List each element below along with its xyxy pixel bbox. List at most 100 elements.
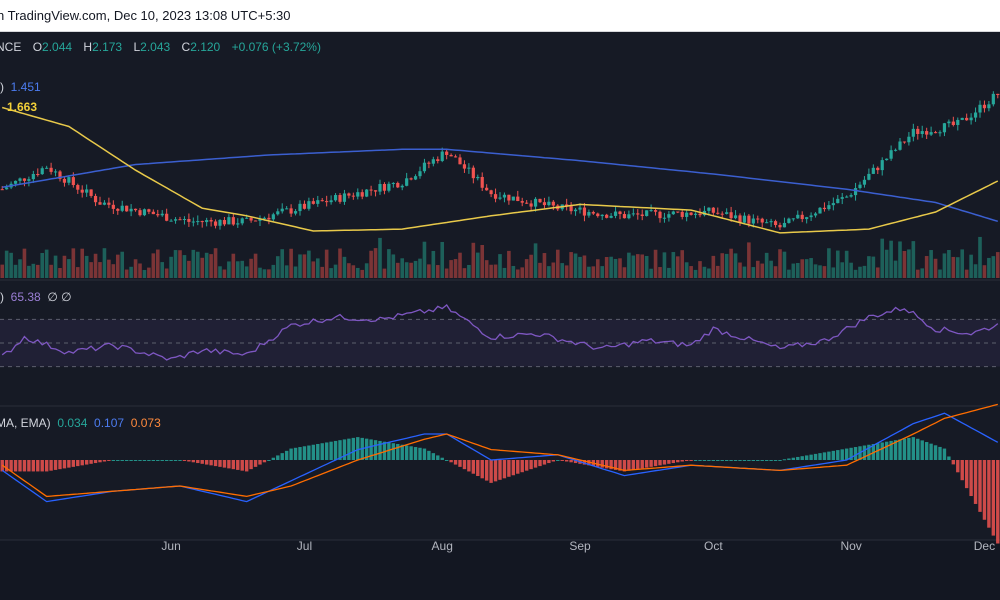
volume-bar [311, 261, 316, 278]
macd-histogram-bar [564, 460, 569, 462]
macd-histogram-bar [462, 460, 467, 470]
macd-histogram-bar [169, 460, 173, 461]
volume-bar [218, 266, 222, 278]
macd-histogram-bar [333, 440, 338, 460]
candle-body [445, 151, 449, 155]
volume-bar [511, 265, 516, 278]
macd-histogram-bar [62, 460, 67, 469]
volume-bar [755, 260, 760, 278]
volume-bar [929, 250, 933, 278]
volume-bar [302, 254, 307, 278]
volume-bar [533, 243, 538, 278]
macd-histogram-bar [840, 449, 844, 460]
candle-body [791, 218, 795, 220]
candle-body [427, 162, 431, 164]
change-value: +0.076 (+3.72%) [231, 40, 321, 54]
volume-bar [951, 256, 956, 278]
candle-body [365, 189, 369, 197]
volume-bar [49, 264, 53, 278]
macd-histogram-bar [982, 460, 987, 520]
volume-bar [253, 253, 258, 278]
candle-body [62, 178, 67, 183]
volume-bar [22, 248, 27, 278]
macd-histogram-bar [93, 460, 98, 464]
macd-histogram-bar [627, 460, 631, 471]
candle-body [467, 167, 471, 169]
volume-bar [555, 249, 560, 278]
macd-histogram-bar [44, 460, 49, 472]
macd-histogram-bar [787, 458, 791, 460]
volume-bar [911, 241, 916, 278]
candle-body [707, 207, 711, 211]
candle-body [489, 190, 493, 195]
low-label: L [133, 40, 141, 54]
macd-histogram-bar [173, 460, 178, 461]
volume-bar [942, 253, 947, 278]
ohlc-legend: NCE O2.044 H2.173 L2.043 C2.120 +0.076 (… [0, 40, 321, 54]
candle-body [360, 192, 364, 197]
macd-histogram-bar [671, 460, 676, 464]
macd-histogram-bar [387, 442, 391, 460]
macd-histogram-bar [604, 460, 609, 469]
rsi-extra: ∅ ∅ [47, 290, 72, 304]
signal-line-value: 0.107 [94, 416, 125, 430]
volume-bar [671, 252, 676, 278]
macd-histogram-bar [844, 448, 849, 460]
macd-histogram-bar [902, 438, 907, 460]
candle-body [396, 182, 400, 188]
volume-bar [489, 264, 493, 278]
macd-histogram-bar [307, 445, 311, 460]
volume-bar [293, 266, 298, 278]
macd-histogram-bar [18, 460, 22, 472]
volume-bar [151, 253, 156, 278]
candle-body [111, 204, 115, 209]
macd-histogram-bar [107, 460, 111, 461]
candle-body [853, 188, 858, 196]
macd-histogram-bar [684, 460, 689, 461]
macd-histogram-bar [129, 460, 133, 461]
candle-body [822, 207, 827, 210]
volume-bar [138, 263, 142, 278]
candle-body [973, 112, 978, 118]
volume-bar [680, 250, 685, 278]
ma-fast-line [1, 106, 999, 234]
volume-bar [178, 250, 182, 278]
macd-histogram-bar [347, 438, 351, 460]
candle-body [5, 187, 9, 190]
volume-bar [702, 266, 707, 278]
macd-histogram-bar [853, 447, 858, 460]
candle-body [520, 201, 524, 203]
macd-histogram-bar [778, 460, 782, 461]
volume-bar [698, 261, 702, 278]
volume-bar [187, 260, 191, 278]
macd-histogram-bar [760, 460, 764, 461]
candle-body [436, 159, 440, 162]
candle-body [142, 209, 147, 216]
volume-bar [475, 252, 480, 278]
candle-body [960, 117, 964, 120]
candle-body [605, 214, 609, 218]
candle-body [147, 209, 151, 212]
macd-histogram-bar [458, 460, 462, 467]
volume-bar [827, 248, 831, 278]
macd-histogram-bar [582, 460, 587, 465]
volume-bar [560, 263, 565, 278]
macd-histogram-bar [929, 443, 933, 460]
macd-histogram-bar [764, 460, 769, 461]
macd-histogram-bar [422, 448, 427, 460]
macd-histogram-bar [98, 460, 102, 463]
volume-bar [831, 267, 836, 278]
candle-body [893, 149, 898, 151]
candle-body [471, 167, 475, 179]
macd-histogram-bar [907, 437, 911, 460]
candle-body [849, 195, 853, 197]
macd-histogram-bar [804, 455, 809, 460]
volume-bar [395, 262, 400, 278]
volume-bar [778, 249, 782, 278]
candle-body [845, 196, 849, 198]
volume-bar [164, 268, 169, 278]
candle-body [587, 212, 591, 216]
macd-histogram-bar [947, 456, 951, 460]
macd-histogram-bar [138, 460, 142, 461]
